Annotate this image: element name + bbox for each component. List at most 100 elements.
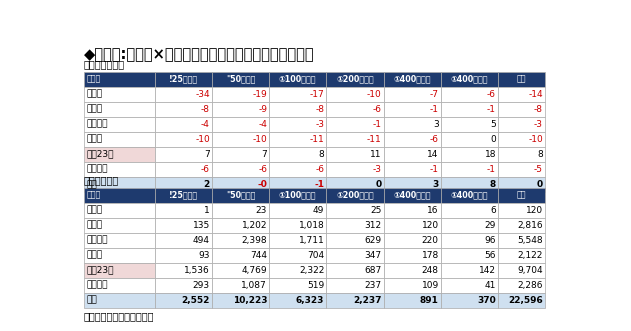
Bar — [384, 162, 440, 177]
Bar — [498, 102, 545, 117]
Text: 5: 5 — [490, 120, 496, 129]
Bar — [155, 278, 212, 293]
Bar — [326, 203, 384, 217]
Bar — [84, 177, 155, 192]
Bar — [212, 132, 269, 147]
Text: ①100戸未満: ①100戸未満 — [279, 74, 317, 84]
Bar — [155, 102, 212, 117]
Bar — [440, 117, 498, 132]
Bar — [440, 71, 498, 87]
Bar — [212, 87, 269, 102]
Text: -1: -1 — [487, 165, 496, 174]
Text: ①400戸以上: ①400戸以上 — [451, 191, 488, 200]
Bar — [269, 203, 326, 217]
Text: エリア: エリア — [86, 74, 100, 84]
Text: エリア: エリア — [86, 191, 100, 200]
Text: 96: 96 — [485, 236, 496, 245]
Bar — [498, 278, 545, 293]
Bar — [326, 263, 384, 278]
Bar — [212, 278, 269, 293]
Bar — [155, 177, 212, 192]
Text: 東京市部: 東京市部 — [86, 281, 108, 290]
Bar — [212, 188, 269, 203]
Bar — [212, 162, 269, 177]
Bar — [440, 177, 498, 192]
Bar — [498, 117, 545, 132]
Bar — [384, 248, 440, 263]
Bar — [440, 162, 498, 177]
Text: 2,122: 2,122 — [517, 251, 543, 260]
Bar — [212, 248, 269, 263]
Text: 8: 8 — [537, 150, 543, 159]
Text: 5,548: 5,548 — [517, 236, 543, 245]
Text: 埼玉県: 埼玉県 — [86, 221, 102, 230]
Bar — [212, 71, 269, 87]
Text: 7: 7 — [204, 150, 210, 159]
Bar — [440, 263, 498, 278]
Bar — [155, 233, 212, 248]
Bar — [155, 162, 212, 177]
Text: 237: 237 — [365, 281, 382, 290]
Text: "50戸未満: "50戸未満 — [226, 74, 255, 84]
Text: -10: -10 — [195, 135, 210, 144]
Bar — [269, 162, 326, 177]
Bar — [384, 278, 440, 293]
Bar — [498, 162, 545, 177]
Text: 1,018: 1,018 — [298, 221, 324, 230]
Bar — [440, 248, 498, 263]
Text: -6: -6 — [487, 90, 496, 99]
Text: 0: 0 — [490, 135, 496, 144]
Bar — [498, 188, 545, 203]
Bar — [269, 147, 326, 162]
Bar — [384, 71, 440, 87]
Bar — [440, 233, 498, 248]
Bar — [326, 177, 384, 192]
Bar — [212, 263, 269, 278]
Text: 0: 0 — [537, 180, 543, 189]
Bar — [326, 188, 384, 203]
Bar — [440, 203, 498, 217]
Text: 2: 2 — [204, 180, 210, 189]
Bar — [326, 293, 384, 308]
Text: サンプル棟数: サンプル棟数 — [84, 175, 119, 185]
Bar — [384, 188, 440, 203]
Text: 11: 11 — [370, 150, 382, 159]
Bar — [155, 293, 212, 308]
Text: 1,711: 1,711 — [298, 236, 324, 245]
Text: 293: 293 — [193, 281, 210, 290]
Text: 16: 16 — [427, 206, 439, 214]
Text: 347: 347 — [365, 251, 382, 260]
Text: -6: -6 — [430, 135, 439, 144]
Bar — [440, 217, 498, 233]
Text: 2,552: 2,552 — [182, 296, 210, 305]
Bar — [440, 102, 498, 117]
Text: -17: -17 — [310, 90, 324, 99]
Text: -19: -19 — [252, 90, 267, 99]
Bar — [269, 188, 326, 203]
Text: 9,704: 9,704 — [517, 266, 543, 275]
Text: （出典）住まいサーフィン: （出典）住まいサーフィン — [84, 312, 154, 322]
Text: ①200戸未満: ①200戸未満 — [336, 74, 374, 84]
Bar — [212, 177, 269, 192]
Text: -4: -4 — [201, 120, 210, 129]
Text: -6: -6 — [201, 165, 210, 174]
Bar — [84, 278, 155, 293]
Bar — [212, 117, 269, 132]
Text: 10,223: 10,223 — [233, 296, 267, 305]
Bar — [498, 248, 545, 263]
Bar — [498, 233, 545, 248]
Text: 千葉県: 千葉県 — [86, 251, 102, 260]
Text: 23: 23 — [256, 206, 267, 214]
Bar — [498, 293, 545, 308]
Bar — [84, 263, 155, 278]
Bar — [269, 87, 326, 102]
Bar — [440, 147, 498, 162]
Bar — [155, 217, 212, 233]
Text: 千葉県: 千葉県 — [86, 135, 102, 144]
Text: 93: 93 — [198, 251, 210, 260]
Text: 29: 29 — [485, 221, 496, 230]
Bar — [269, 132, 326, 147]
Text: -14: -14 — [528, 90, 543, 99]
Text: 2,237: 2,237 — [353, 296, 382, 305]
Bar — [155, 132, 212, 147]
